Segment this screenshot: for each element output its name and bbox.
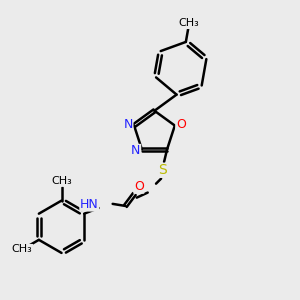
Text: CH₃: CH₃ [179,19,200,28]
Text: S: S [158,163,167,177]
Text: O: O [176,118,186,130]
Text: O: O [134,180,144,193]
Text: N: N [124,118,133,130]
Text: CH₃: CH₃ [12,244,32,254]
Text: N: N [131,145,141,158]
Text: CH₃: CH₃ [51,176,72,186]
Text: HN: HN [80,198,99,211]
